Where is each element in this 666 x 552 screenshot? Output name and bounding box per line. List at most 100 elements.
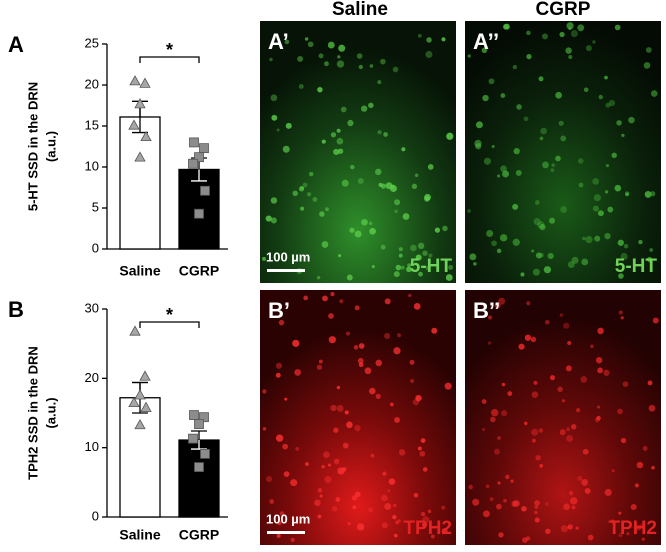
cell (534, 510, 538, 515)
cell (534, 517, 540, 523)
cell (284, 397, 288, 401)
cell (551, 163, 555, 167)
cell (488, 78, 495, 85)
cell (422, 516, 430, 524)
scale-bar (267, 531, 305, 534)
cell (352, 505, 357, 510)
cell (561, 399, 565, 403)
cell (549, 375, 556, 381)
cell (282, 145, 290, 153)
cell (570, 30, 578, 38)
stain-label: TPH2 (403, 518, 452, 539)
cell (652, 317, 659, 324)
cell (584, 487, 591, 494)
cell (380, 58, 386, 65)
cell (490, 416, 496, 423)
cell (336, 60, 345, 68)
cell (623, 243, 629, 249)
cell (555, 91, 562, 99)
cell (341, 179, 349, 187)
cell (592, 40, 596, 44)
cell (319, 494, 323, 498)
cell (577, 24, 585, 32)
cell (328, 313, 334, 319)
cell (369, 221, 373, 226)
cell (425, 266, 430, 270)
data-point (128, 396, 140, 407)
cell (473, 262, 477, 266)
cell (441, 37, 446, 42)
cell (531, 391, 539, 398)
cell (497, 481, 501, 485)
cell (592, 205, 599, 212)
cell (617, 408, 623, 415)
cell (617, 239, 624, 246)
cell (314, 499, 321, 507)
data-point (134, 389, 146, 400)
cell (525, 536, 531, 541)
cell (648, 404, 656, 412)
cell (636, 461, 644, 469)
data-point (194, 462, 204, 472)
y-tick-label: 0 (92, 240, 99, 255)
y-tick-label: 20 (85, 370, 99, 385)
cell (358, 64, 363, 70)
cell (394, 209, 398, 214)
cell (368, 507, 374, 513)
cell (628, 116, 635, 124)
data-point (200, 449, 210, 459)
cell (531, 249, 535, 253)
cell (339, 299, 344, 304)
cell (393, 271, 400, 278)
cell (524, 334, 532, 341)
cell (505, 25, 509, 29)
significance-bracket (139, 321, 200, 328)
cell (539, 136, 544, 141)
cell (544, 319, 550, 325)
column-header: CGRP (536, 0, 591, 20)
cell (565, 365, 572, 372)
cell (356, 523, 365, 531)
cell (472, 498, 480, 506)
cell (364, 367, 372, 375)
cell (388, 478, 396, 485)
data-point (134, 151, 146, 162)
cell (614, 24, 621, 31)
cell (331, 506, 338, 512)
cell (392, 503, 397, 508)
cell (608, 99, 616, 107)
cell (605, 102, 611, 108)
y-tick-label: 5 (92, 199, 99, 214)
y-tick-label: 30 (85, 300, 99, 315)
cell (318, 53, 324, 59)
cell (335, 497, 341, 502)
micrograph (465, 21, 661, 283)
data-point (139, 77, 151, 88)
cell (398, 449, 406, 456)
cell (346, 274, 353, 281)
cell (336, 128, 341, 133)
cell (557, 386, 563, 393)
cell (297, 55, 304, 62)
stain-label: 5-HT (615, 256, 658, 277)
cell (539, 464, 544, 468)
cell (384, 502, 392, 510)
cell (285, 122, 292, 129)
cell (414, 173, 419, 178)
cell (580, 376, 588, 383)
cell (276, 533, 281, 538)
data-point (188, 433, 198, 444)
cell (317, 86, 323, 93)
y-tick-label: 10 (85, 439, 99, 454)
cell (566, 22, 574, 30)
cell (596, 405, 601, 409)
cell (487, 341, 492, 345)
cell (441, 505, 446, 510)
cell (635, 524, 642, 531)
cell (427, 164, 434, 170)
cell (512, 238, 520, 246)
cell (317, 488, 323, 493)
cell (542, 33, 548, 40)
cell (604, 190, 609, 194)
cell (381, 494, 388, 502)
